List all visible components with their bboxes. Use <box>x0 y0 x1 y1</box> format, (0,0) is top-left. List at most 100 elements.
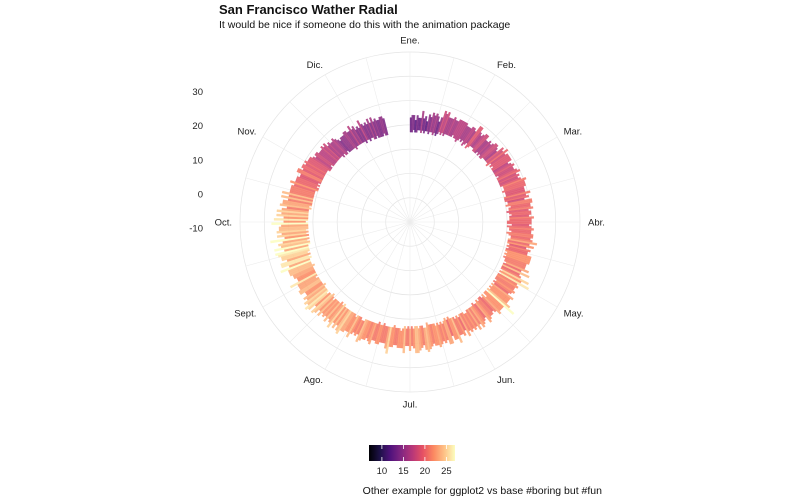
temperature-bar <box>454 315 467 337</box>
temperature-bar <box>335 310 352 335</box>
temperature-bar <box>303 286 327 306</box>
temperature-bar <box>424 327 431 353</box>
temperature-bar <box>502 183 527 193</box>
temperature-bar <box>438 110 448 133</box>
temperature-bar <box>333 138 349 155</box>
temperature-bar <box>302 163 325 178</box>
legend-tick-label: 25 <box>441 466 452 477</box>
temperature-bar <box>441 111 451 134</box>
month-label: Ago. <box>303 375 323 386</box>
legend-ticks: 10 15 20 25 <box>377 445 452 477</box>
temperature-bar <box>431 113 439 136</box>
temperature-bar <box>304 160 327 175</box>
temperature-bar <box>446 316 458 341</box>
temperature-bar <box>276 213 309 218</box>
grid-spoke <box>409 74 496 223</box>
temperature-bar <box>420 110 425 134</box>
month-label: May. <box>564 309 584 320</box>
temperature-bar <box>366 322 376 342</box>
legend-tick-label: 10 <box>377 466 388 477</box>
temperature-bar <box>278 225 309 230</box>
temperature-bar <box>330 138 348 156</box>
temperature-bar <box>296 176 321 188</box>
temperature-bar <box>320 145 339 162</box>
temperature-bar <box>374 324 382 344</box>
temperature-bar <box>505 254 530 265</box>
temperature-bar <box>429 112 436 133</box>
temperature-bar <box>442 320 453 345</box>
grid-spoke <box>245 177 411 223</box>
temperature-bar <box>506 222 532 225</box>
grid-spoke <box>409 101 531 223</box>
temperature-bar <box>276 209 309 215</box>
radial-axis-ticks: 30 20 10 0 -10 <box>189 87 203 235</box>
temperature-bar <box>408 328 412 351</box>
temperature-bar <box>283 220 306 223</box>
grid-spoke <box>409 221 455 387</box>
temperature-bar <box>315 151 335 167</box>
temperature-bar <box>367 322 377 345</box>
temperature-bar <box>275 245 309 257</box>
temperature-bar <box>450 317 463 344</box>
month-label: Oct. <box>215 218 232 229</box>
temperature-bar <box>498 173 520 185</box>
grid-spoke <box>324 221 411 370</box>
radial-tick-label: 10 <box>192 155 203 166</box>
temperature-bar <box>472 134 490 153</box>
temperature-bar <box>492 279 513 295</box>
temperature-bar <box>280 259 311 274</box>
temperature-bar <box>323 302 341 322</box>
temperature-bar <box>360 123 370 140</box>
temperature-bar <box>298 278 321 294</box>
grid-spoke <box>289 101 411 223</box>
month-label: Jun. <box>497 375 515 386</box>
temperature-bar <box>310 293 333 314</box>
temperature-bar <box>505 261 530 274</box>
temperature-bar <box>497 168 521 182</box>
temperature-bar <box>439 321 448 344</box>
temperature-bar <box>281 190 314 201</box>
grid-spoke <box>262 136 411 223</box>
temperature-bar <box>279 203 312 210</box>
temperature-bar <box>482 144 499 159</box>
temperature-bar <box>460 312 474 333</box>
temperature-bar <box>502 263 530 279</box>
temperature-bar <box>382 118 389 136</box>
temperature-bar <box>422 327 428 350</box>
temperature-bar <box>346 125 361 146</box>
temperature-bar <box>507 241 534 250</box>
temperature-bar <box>491 158 512 172</box>
temperature-bars <box>270 110 538 354</box>
temperature-bar <box>281 194 313 204</box>
temperature-bar <box>316 298 335 317</box>
grid-spoke <box>409 221 496 370</box>
radial-tick-label: 30 <box>192 87 203 98</box>
temperature-bar <box>485 148 509 167</box>
grid-spoke <box>409 136 558 223</box>
grid-spoke <box>324 74 411 223</box>
radial-tick-label: 20 <box>192 121 203 132</box>
temperature-bar <box>501 269 529 286</box>
temperature-bar <box>502 177 527 188</box>
temperature-bar <box>280 254 310 267</box>
temperature-bar <box>343 130 359 150</box>
month-label: Mar. <box>564 127 582 138</box>
temperature-bar <box>281 207 309 213</box>
temperature-bar <box>289 272 317 289</box>
temperature-bar <box>276 229 307 234</box>
temperature-bar <box>475 302 493 323</box>
temperature-bar <box>410 326 414 347</box>
month-label: Jul. <box>403 400 418 411</box>
temperature-bar <box>505 200 533 207</box>
temperature-bar <box>507 238 538 246</box>
month-label: Dic. <box>307 60 323 71</box>
temperature-bar <box>326 303 347 328</box>
temperature-bar <box>504 194 529 203</box>
temperature-bar <box>422 116 428 134</box>
temperature-bar <box>271 222 309 225</box>
legend-tick-label: 15 <box>398 466 409 477</box>
month-labels: Ene. Feb. Mar. Abr. May. Jun. Jul. Ago. Sept. Oct… <box>215 36 605 411</box>
temperature-bar <box>326 141 343 158</box>
temperature-bar <box>463 127 477 145</box>
month-label: Nov. <box>238 127 257 138</box>
